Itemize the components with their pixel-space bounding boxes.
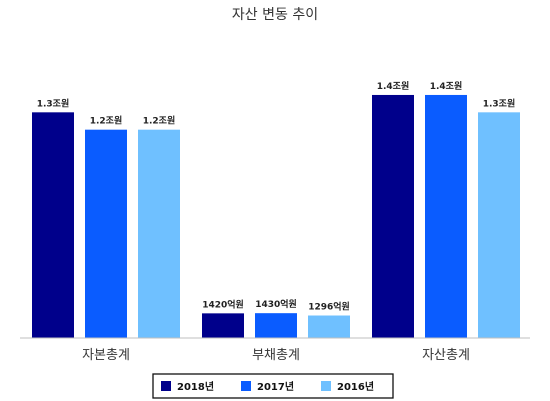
category-label: 자본총계 bbox=[82, 348, 130, 363]
bar-2018년-자산총계 bbox=[372, 94, 414, 339]
bar-2016년-자산총계 bbox=[478, 112, 520, 338]
legend-label: 2018년 bbox=[177, 380, 214, 393]
data-label: 1.3조원 bbox=[483, 97, 516, 109]
data-labels-layer: 1.3조원 1.2조원 1.2조원 1420억원 1430억원 1296억원 1.4조원 1.… bbox=[37, 80, 516, 313]
data-label: 1.3조원 bbox=[37, 97, 70, 109]
category-label: 부채총계 bbox=[252, 348, 300, 363]
legend-box bbox=[152, 373, 394, 399]
bar-2017년-자본총계 bbox=[85, 129, 127, 338]
data-label: 1420억원 bbox=[202, 298, 244, 310]
bars-layer bbox=[32, 94, 520, 339]
legend-swatch bbox=[321, 381, 331, 391]
data-label: 1296억원 bbox=[308, 301, 350, 313]
legend-label: 2016년 bbox=[337, 380, 374, 393]
legend: 2018년 2017년 2016년 bbox=[152, 373, 394, 399]
chart-title: 자산 변동 추이 bbox=[232, 7, 318, 23]
data-label: 1.4조원 bbox=[430, 80, 463, 92]
legend-swatch bbox=[241, 381, 251, 391]
bar-2017년-자산총계 bbox=[425, 94, 467, 339]
bar-2016년-부채총계 bbox=[308, 315, 350, 338]
bar-2016년-자본총계 bbox=[138, 129, 180, 338]
bar-2018년-자본총계 bbox=[32, 112, 74, 338]
category-labels-layer: 자본총계 부채총계 자산총계 bbox=[82, 348, 470, 363]
category-label: 자산총계 bbox=[422, 348, 470, 363]
data-label: 1.2조원 bbox=[90, 115, 123, 127]
bar-2018년-부채총계 bbox=[202, 313, 244, 338]
data-label: 1430억원 bbox=[255, 298, 297, 310]
bar-2017년-부채총계 bbox=[255, 313, 297, 338]
legend-swatch bbox=[161, 381, 171, 391]
data-label: 1.2조원 bbox=[143, 115, 176, 127]
data-label: 1.4조원 bbox=[377, 80, 410, 92]
legend-label: 2017년 bbox=[257, 380, 294, 393]
